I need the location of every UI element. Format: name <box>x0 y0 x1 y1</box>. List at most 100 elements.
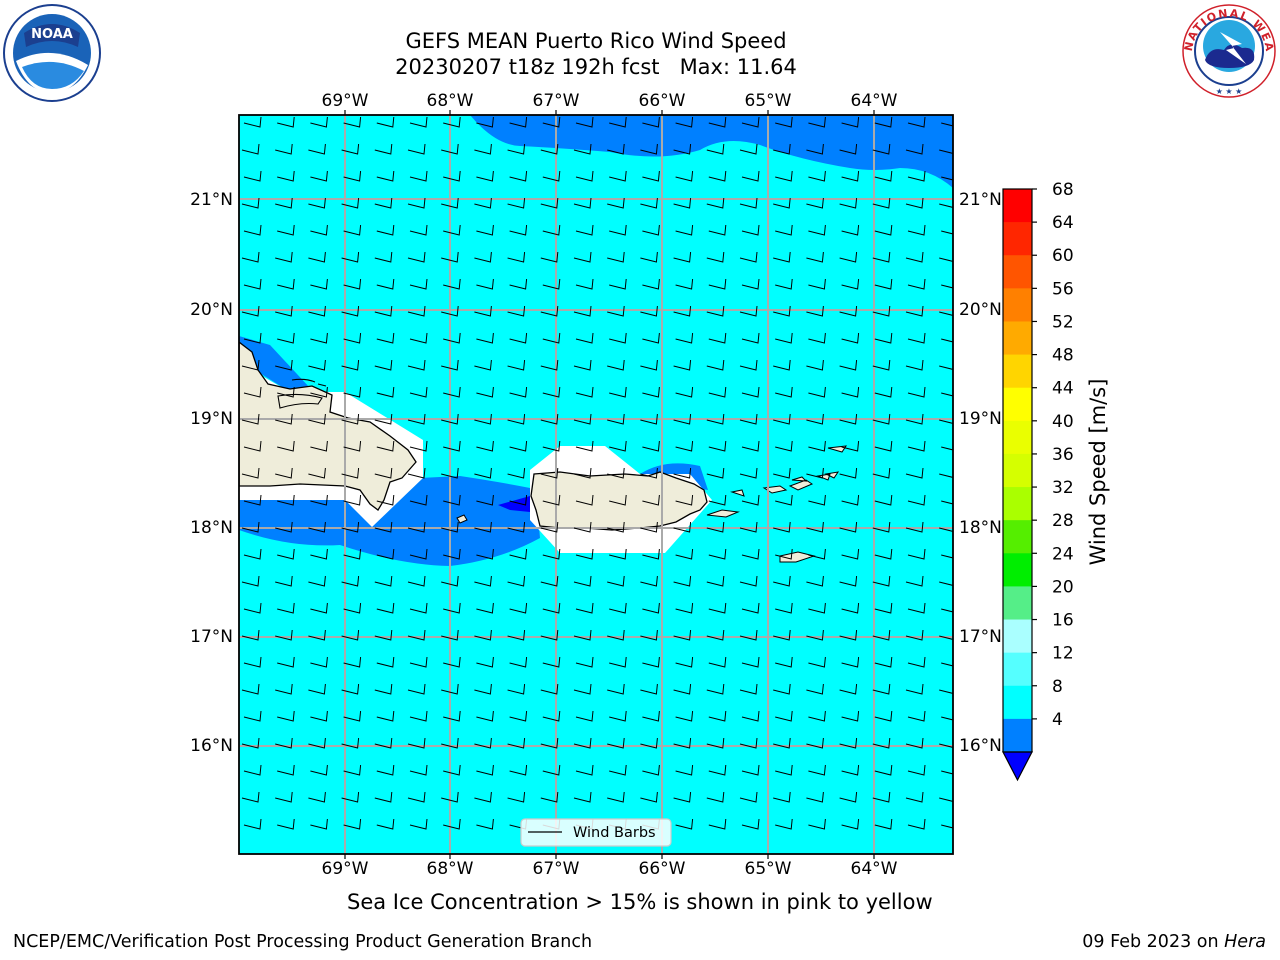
wind-barb <box>308 197 326 209</box>
colorbar-segment <box>1003 354 1032 389</box>
wind-barb <box>808 710 826 722</box>
virgin-islands <box>730 445 848 497</box>
wind-barb <box>741 710 760 722</box>
wind-barb <box>441 143 459 155</box>
wind-barb <box>443 116 461 128</box>
colorbar-tick-label: 20 <box>1052 577 1074 597</box>
wind-barb <box>706 143 725 155</box>
colorbar-segment <box>1003 321 1032 356</box>
wind-barb <box>474 737 492 749</box>
wind-barb <box>243 656 262 668</box>
wind-barb <box>575 764 594 776</box>
wind-barb <box>874 440 893 452</box>
wind-barb <box>474 305 492 317</box>
wind-barb <box>741 602 760 614</box>
wind-barbs <box>241 116 953 830</box>
wind-barb <box>773 467 791 479</box>
wind-barb <box>474 251 492 263</box>
wind-barb <box>540 197 559 209</box>
wind-barb <box>708 548 727 560</box>
wind-barb <box>310 602 328 614</box>
footer-date-text: 09 Feb 2023 on <box>1082 932 1225 952</box>
colorbar-label: Wind Speed [m/s] <box>1086 379 1110 566</box>
wind-barb <box>343 548 362 560</box>
wind-barb <box>507 197 526 209</box>
wind-barb <box>905 143 924 155</box>
wind-barb <box>443 818 461 830</box>
wind-barb <box>607 629 625 641</box>
wind-barb <box>409 116 428 128</box>
wind-barb <box>675 494 694 506</box>
wind-barb <box>474 143 492 155</box>
wind-barb <box>575 386 594 398</box>
wind-barb <box>509 656 528 668</box>
wind-barb <box>773 683 791 695</box>
wind-barb <box>708 818 727 830</box>
wind-barb <box>640 359 658 371</box>
wind-barb <box>409 818 428 830</box>
wind-barb <box>609 710 627 722</box>
colorbar-tick-label: 16 <box>1052 611 1074 631</box>
wind-barb <box>775 440 793 452</box>
wind-barb <box>476 818 494 830</box>
wind-barb <box>773 791 791 803</box>
wind-barb <box>308 629 326 641</box>
lat-label: 18°N <box>959 518 1002 538</box>
wind-barb <box>775 602 793 614</box>
wind-barb <box>773 575 791 587</box>
wind-barb <box>573 251 592 263</box>
wind-barb <box>376 386 395 398</box>
wind-barb <box>907 332 926 344</box>
lat-label: 19°N <box>959 409 1002 429</box>
wind-barb <box>474 575 492 587</box>
wind-barb <box>507 737 526 749</box>
wind-barb <box>509 440 528 452</box>
wind-barb <box>941 176 953 181</box>
wind-barb <box>441 359 459 371</box>
wind-barb <box>905 575 924 587</box>
wind-barb <box>939 419 953 424</box>
wind-barb <box>806 197 824 209</box>
lon-label: 64°W <box>851 859 898 879</box>
wind-barb <box>409 224 428 236</box>
lon-label: 65°W <box>745 91 792 111</box>
wind-barb <box>509 332 528 344</box>
hispaniola-land <box>239 341 417 511</box>
wind-barb <box>310 656 328 668</box>
wind-barb <box>640 251 658 263</box>
wind-barb <box>609 440 627 452</box>
colorbar-segment <box>1003 619 1032 654</box>
wind-barb <box>706 197 725 209</box>
wind-barb <box>675 278 694 290</box>
wind-barb <box>775 278 793 290</box>
wind-barb <box>841 548 860 560</box>
legend-label: Wind Barbs <box>573 825 656 841</box>
wind-barb <box>640 629 658 641</box>
wind-barb <box>708 116 727 128</box>
wind-barb <box>443 224 461 236</box>
wind-barb <box>839 629 858 641</box>
wind-barb <box>907 764 926 776</box>
wind-barb <box>374 359 393 371</box>
wind-barb <box>476 764 494 776</box>
colorbar-tick-label: 8 <box>1052 677 1063 697</box>
wind-barb <box>739 629 758 641</box>
wind-barb <box>841 386 860 398</box>
svg-text:★ ★ ★: ★ ★ ★ <box>1216 87 1243 96</box>
wind-barb <box>607 251 625 263</box>
wind-barb <box>640 683 658 695</box>
wind-barb <box>243 170 262 182</box>
wind-barb <box>243 386 262 398</box>
wind-barb <box>343 494 362 506</box>
wind-barb <box>939 635 953 640</box>
wind-barb <box>806 791 824 803</box>
footer-branch: NCEP/EMC/Verification Post Processing Pr… <box>13 932 593 952</box>
wind-barb <box>241 521 260 533</box>
wind-barbs-legend: Wind Barbs <box>520 818 672 847</box>
wind-barb <box>806 359 824 371</box>
wind-barb <box>243 332 262 344</box>
wind-barb <box>706 251 725 263</box>
wind-barb <box>540 791 559 803</box>
wind-barb <box>642 278 660 290</box>
colorbar-segment <box>1003 685 1032 720</box>
